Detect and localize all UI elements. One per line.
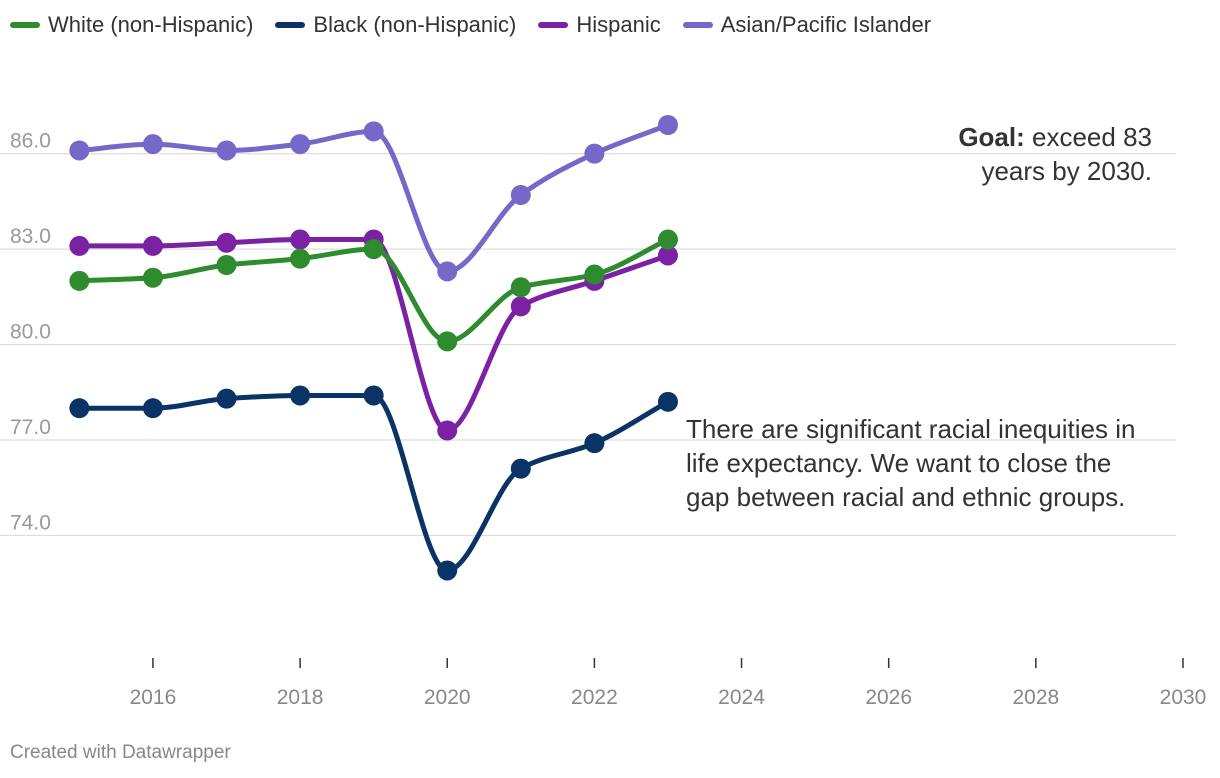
data-point — [510, 185, 531, 205]
legend-swatch — [275, 22, 306, 28]
data-point — [584, 143, 605, 164]
y-tick-label: 86.0 — [10, 130, 51, 153]
data-point — [216, 232, 237, 253]
x-tick-label: 2016 — [130, 686, 177, 709]
data-points — [69, 115, 678, 581]
legend-swatch — [10, 22, 40, 28]
x-tick-label: 2018 — [277, 686, 324, 709]
y-axis-labels: 74.0 77.0 80.0 83.0 86.0 — [10, 130, 51, 535]
series-line — [76, 392, 671, 573]
data-point — [216, 255, 237, 275]
data-point — [363, 239, 384, 260]
series-line — [76, 237, 671, 344]
data-point — [142, 235, 163, 256]
legend-swatch — [682, 22, 713, 28]
x-tick-label: 2026 — [865, 686, 912, 709]
x-tick-label: 2024 — [718, 686, 765, 709]
data-point — [584, 264, 605, 285]
legend: White (non-Hispanic) Black (non-Hispanic)… — [10, 12, 931, 38]
y-tick-label: 74.0 — [10, 511, 51, 534]
x-axis: 2016 2018 2020 2022 2024 2026 2028 2030 — [130, 658, 1207, 709]
x-tick-label: 2020 — [424, 686, 471, 709]
legend-item: Hispanic — [538, 12, 661, 38]
data-point — [216, 388, 237, 409]
data-point — [290, 248, 311, 269]
legend-item: Asian/Pacific Islander — [682, 12, 932, 38]
data-point — [657, 115, 678, 135]
inequity-annotation: There are significant racial inequities … — [686, 414, 1136, 512]
x-tick-label: 2030 — [1160, 686, 1207, 709]
data-point — [510, 277, 531, 298]
data-point — [69, 235, 90, 256]
legend-label: Hispanic — [576, 12, 661, 37]
data-point — [437, 560, 458, 581]
y-tick-label: 80.0 — [10, 321, 51, 344]
data-point — [437, 331, 458, 352]
legend-label: White (non-Hispanic) — [48, 12, 254, 37]
legend-swatch — [538, 22, 569, 28]
legend-item: Black (non-Hispanic) — [275, 12, 516, 38]
data-point — [657, 245, 678, 266]
data-point — [437, 420, 458, 441]
data-point — [363, 385, 384, 406]
legend-item: White (non-Hispanic) — [10, 12, 253, 38]
series-line — [76, 236, 671, 433]
series-lines — [76, 122, 671, 573]
goal-text: exceed 83 years by 2030. — [981, 122, 1152, 186]
data-point — [142, 398, 163, 419]
data-point — [290, 385, 311, 406]
goal-label: Goal: — [958, 122, 1025, 152]
data-point — [437, 261, 458, 282]
legend-label: Black (non-Hispanic) — [313, 12, 517, 37]
data-point — [69, 270, 90, 291]
data-point — [510, 296, 531, 317]
data-point — [142, 267, 163, 288]
y-tick-label: 77.0 — [10, 416, 51, 439]
footer-credit: Created with Datawrapper — [10, 742, 231, 763]
data-point — [142, 134, 163, 155]
data-point — [290, 134, 311, 155]
data-point — [69, 398, 90, 419]
data-point — [69, 140, 90, 161]
goal-annotation: Goal: exceed 83 years by 2030. — [892, 120, 1152, 188]
data-point — [363, 121, 384, 142]
data-point — [657, 229, 678, 250]
legend-label: Asian/Pacific Islander — [720, 12, 932, 37]
data-point — [216, 140, 237, 161]
series-line — [76, 122, 671, 274]
x-tick-label: 2022 — [571, 686, 618, 709]
data-point — [584, 433, 605, 454]
data-point — [657, 391, 678, 412]
data-point — [290, 229, 311, 250]
data-point — [510, 458, 531, 479]
x-tick-label: 2028 — [1012, 686, 1059, 709]
y-tick-label: 83.0 — [10, 225, 51, 248]
